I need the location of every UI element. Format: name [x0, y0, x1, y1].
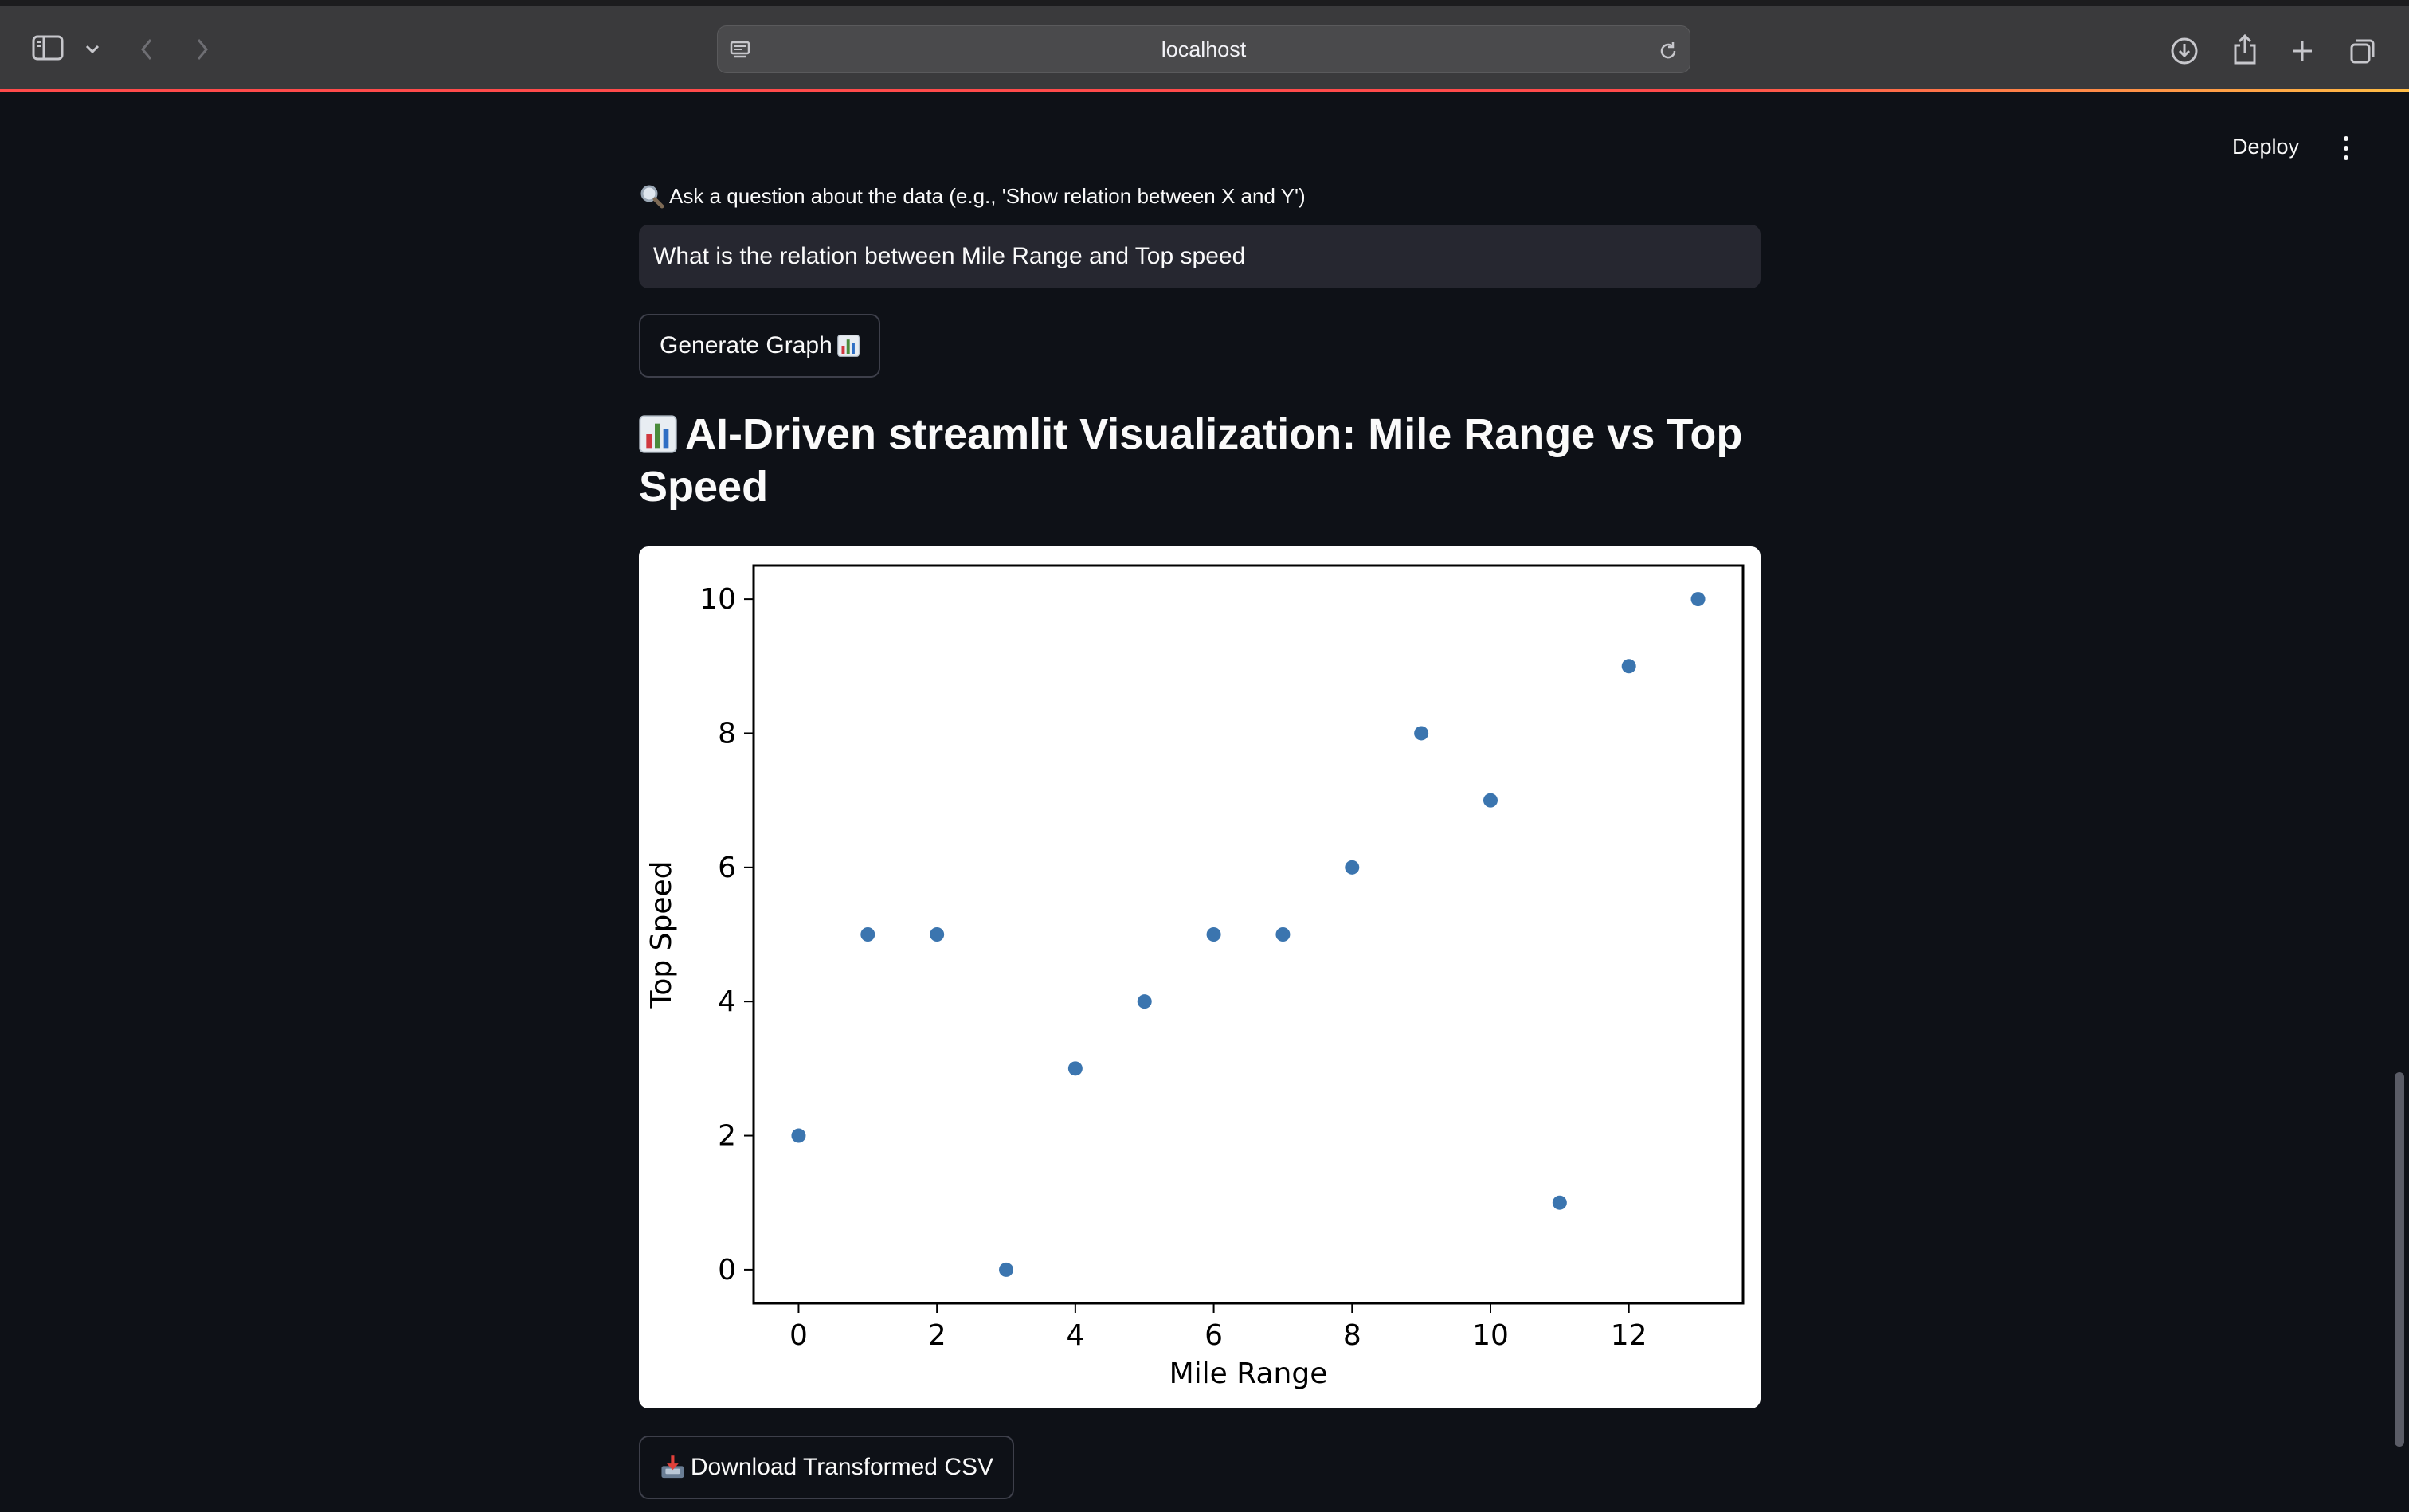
scatter-point — [860, 927, 875, 942]
x-tick-label: 2 — [928, 1319, 946, 1352]
downloads-icon[interactable] — [2168, 35, 2200, 67]
back-arrow-icon[interactable] — [132, 35, 161, 64]
scatter-point — [1414, 726, 1429, 741]
page-scrollbar[interactable] — [2395, 1072, 2404, 1447]
sidebar-toggle-icon[interactable] — [30, 30, 65, 65]
x-tick-label: 12 — [1611, 1319, 1647, 1352]
scatter-point — [999, 1262, 1014, 1277]
x-tick-label: 6 — [1204, 1319, 1223, 1352]
query-label-text: Ask a question about the data (e.g., 'Sh… — [669, 183, 1306, 208]
forward-arrow-icon[interactable] — [188, 35, 217, 64]
download-csv-button[interactable]: Download Transformed CSV — [639, 1436, 1014, 1499]
bar-chart-emoji-icon — [836, 335, 860, 357]
y-tick-label: 6 — [718, 852, 736, 884]
scatter-point — [1552, 1195, 1567, 1210]
y-tick-label: 2 — [718, 1120, 736, 1153]
inbox-tray-icon — [661, 1455, 684, 1479]
scatter-point — [1690, 592, 1706, 607]
scatter-point — [791, 1128, 806, 1143]
scatter-point — [930, 927, 945, 942]
y-tick-label: 0 — [718, 1254, 736, 1287]
scatter-point — [1067, 1061, 1083, 1076]
scatter-point — [1345, 860, 1360, 875]
scatter-point — [1137, 994, 1152, 1009]
tab-overview-icon[interactable] — [2347, 35, 2379, 67]
reload-icon[interactable] — [1655, 37, 1682, 65]
x-tick-label: 10 — [1472, 1319, 1509, 1352]
chevron-down-icon[interactable] — [80, 38, 105, 61]
bar-chart-emoji-icon — [639, 415, 677, 453]
page-title-text: AI-Driven streamlit Visualization: Mile … — [639, 410, 1743, 511]
generate-graph-button[interactable]: Generate Graph — [639, 314, 880, 378]
browser-toolbar: localhost — [0, 0, 2409, 89]
page-title: AI-Driven streamlit Visualization: Mile … — [639, 408, 1761, 513]
y-tick-label: 4 — [718, 985, 736, 1018]
y-tick-label: 8 — [718, 717, 736, 750]
scatter-point — [1275, 927, 1291, 942]
x-tick-label: 4 — [1066, 1319, 1084, 1352]
deploy-button[interactable]: Deploy — [2232, 135, 2300, 159]
query-label: Ask a question about the data (e.g., 'Sh… — [639, 183, 1306, 209]
site-settings-icon[interactable] — [727, 37, 753, 63]
url-text: localhost — [1161, 37, 1247, 61]
page-load-bar — [0, 89, 2409, 92]
x-axis-label: Mile Range — [1169, 1357, 1328, 1390]
plot-frame — [752, 564, 1745, 1305]
new-tab-icon[interactable] — [2288, 37, 2317, 65]
y-tick-label: 10 — [699, 583, 736, 616]
scatter-point — [1206, 927, 1221, 942]
x-tick-label: 8 — [1343, 1319, 1361, 1352]
chart-canvas: 0 2 4 6 8 10 12 0 2 4 6 8 10 Mile Range Top Speed — [645, 564, 1745, 1390]
scatter-chart: 0 2 4 6 8 10 12 0 2 4 6 8 10 Mile Range Top Speed — [639, 546, 1761, 1408]
x-tick-label: 0 — [789, 1319, 808, 1352]
main-menu-icon[interactable] — [2334, 132, 2358, 164]
y-axis-label: Top Speed — [645, 860, 678, 1009]
magnifier-icon — [639, 183, 664, 209]
generate-graph-label: Generate Graph — [660, 332, 832, 358]
scatter-point — [1621, 659, 1636, 674]
scatter-point — [1483, 793, 1498, 808]
download-csv-label: Download Transformed CSV — [690, 1454, 993, 1480]
query-input[interactable]: What is the relation between Mile Range … — [639, 225, 1761, 288]
share-icon[interactable] — [2229, 32, 2261, 67]
address-bar[interactable]: localhost — [717, 25, 1690, 73]
